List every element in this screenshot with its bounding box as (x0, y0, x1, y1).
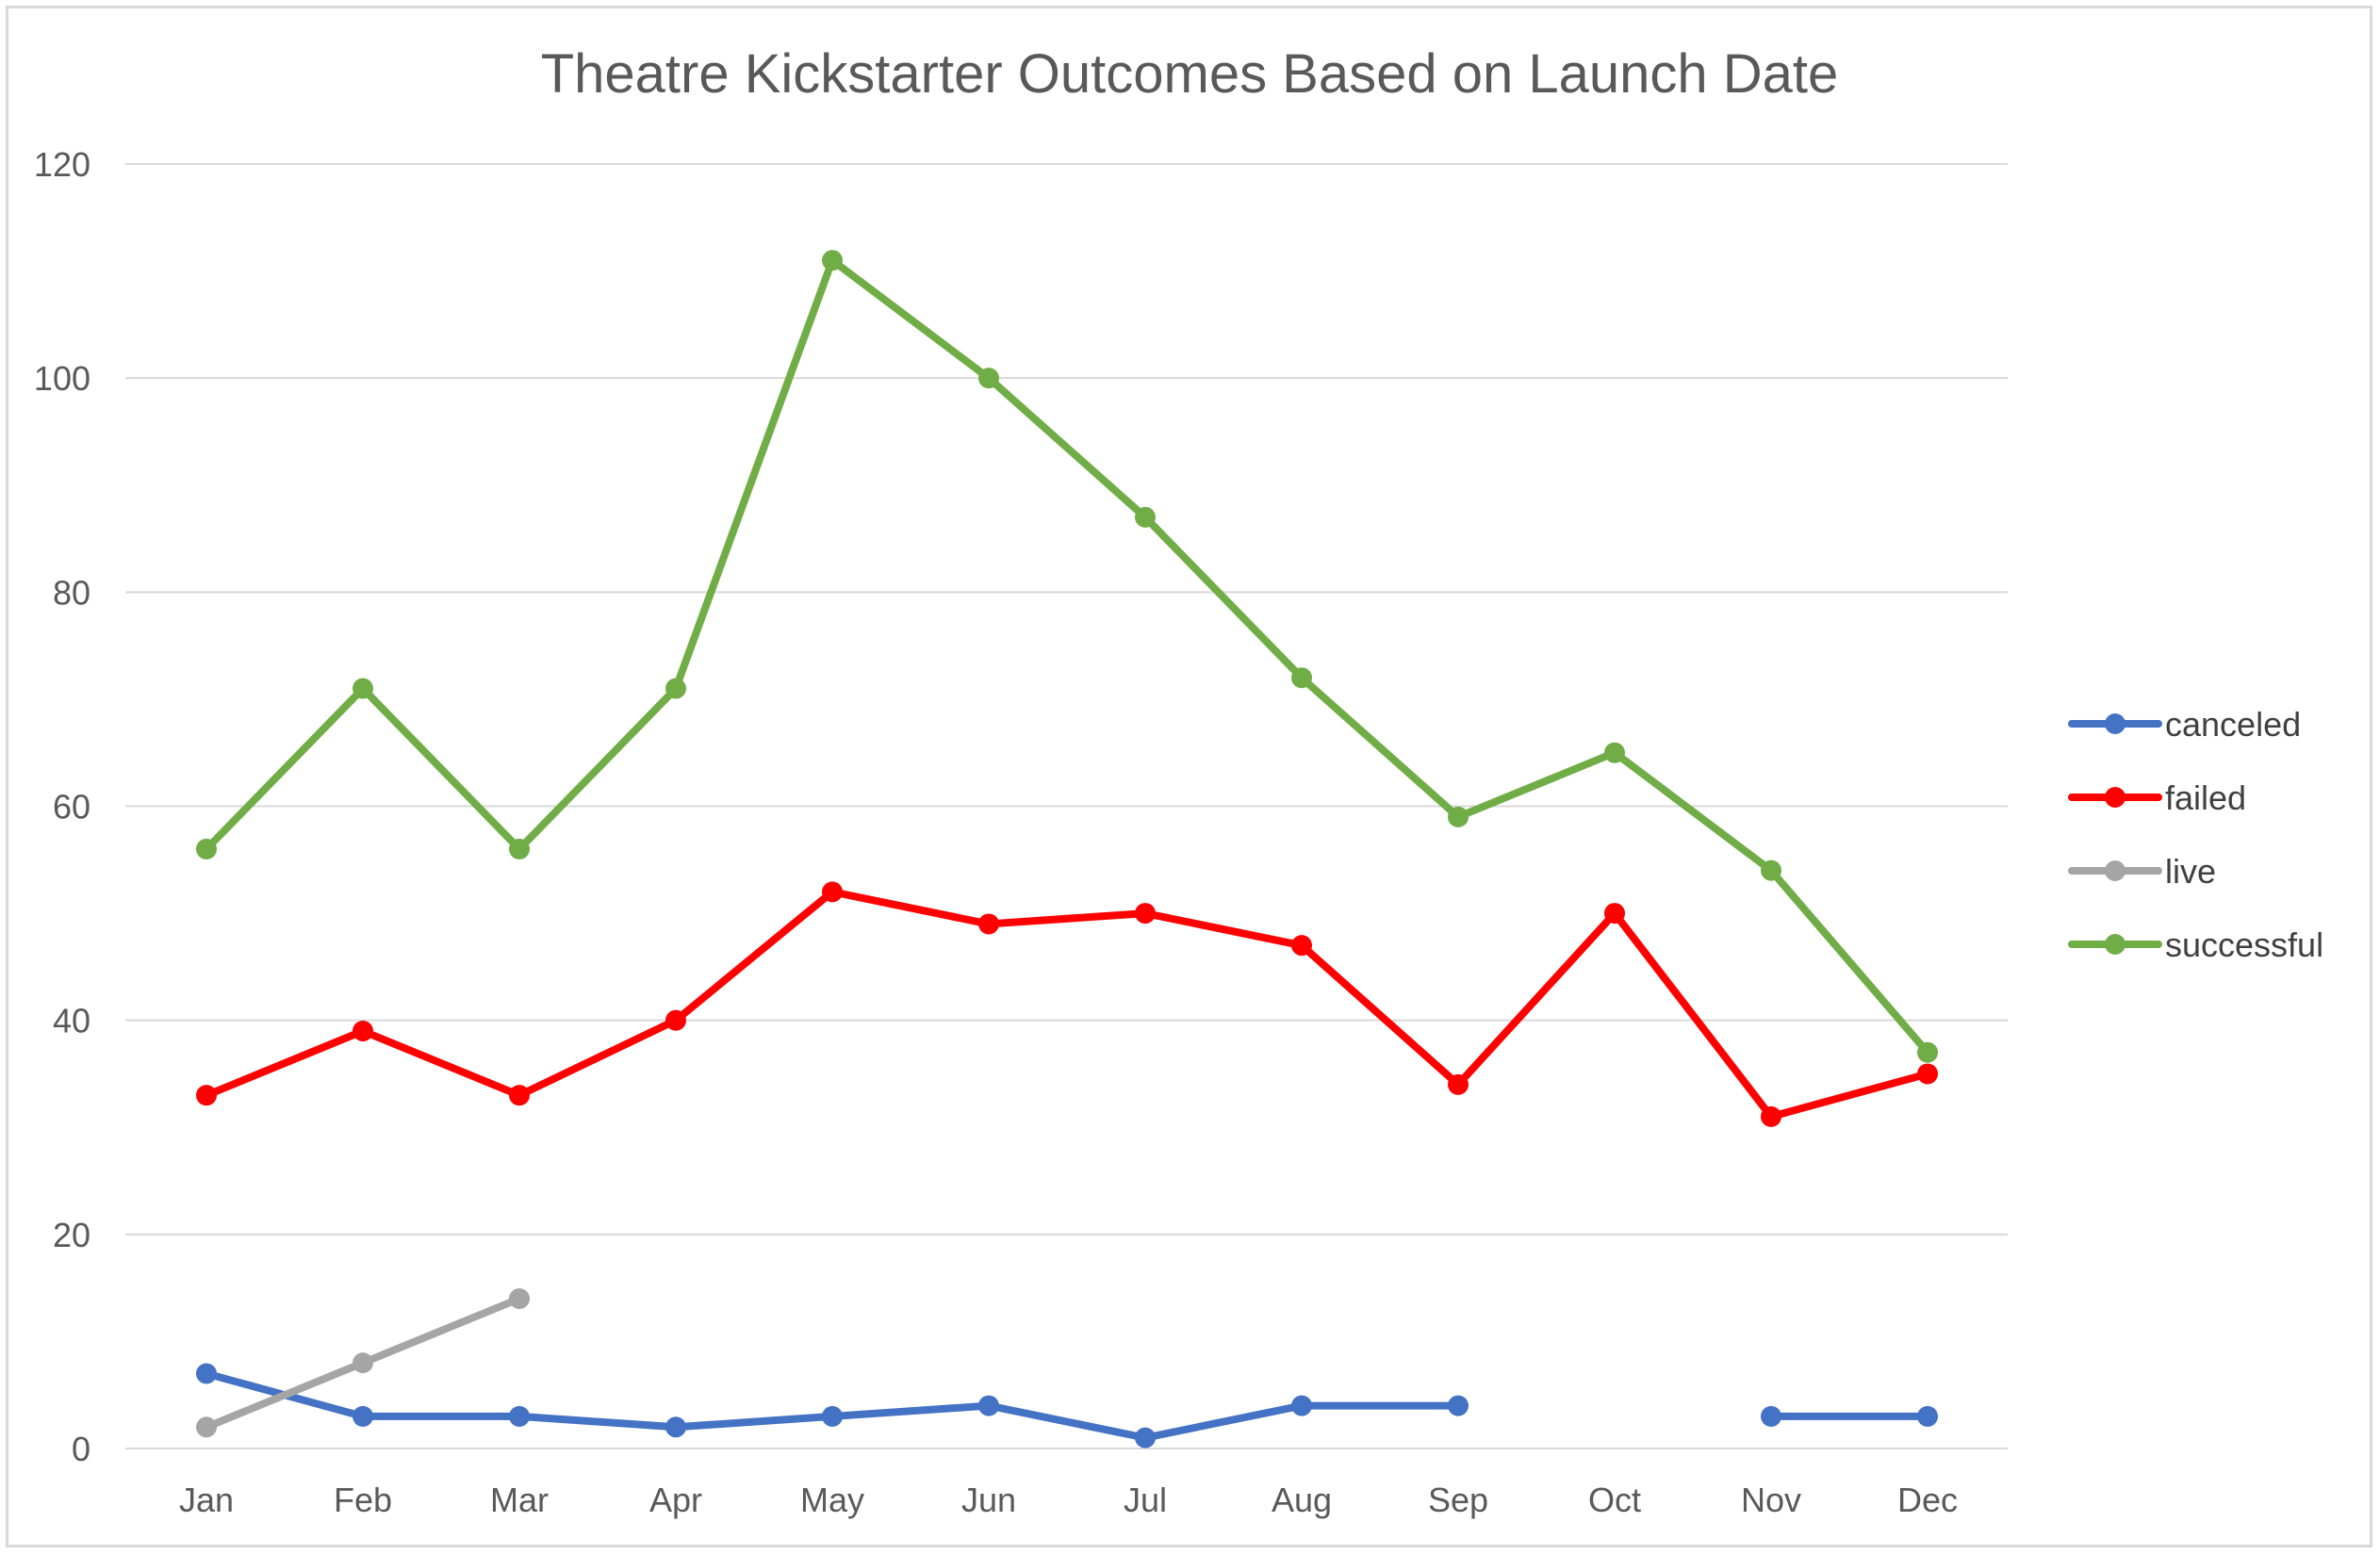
series-live (196, 1287, 530, 1438)
point-successful-jun (978, 368, 999, 389)
legend-item-canceled: canceled (2068, 705, 2301, 744)
gridlines (125, 163, 2008, 1449)
legend-item-successful: successful (2068, 925, 2323, 964)
x-tick-label-sep: Sep (1428, 1481, 1488, 1519)
point-canceled-jan (196, 1363, 217, 1384)
point-canceled-jun (978, 1395, 999, 1416)
series-line-successful (203, 256, 1931, 1056)
series-layer (196, 250, 1938, 1449)
point-failed-feb (353, 1021, 373, 1042)
x-tick-label-jul: Jul (1124, 1481, 1167, 1519)
point-successful-jan (196, 838, 217, 859)
point-live-feb (353, 1352, 373, 1374)
legend-swatch-marker (2105, 934, 2126, 955)
point-canceled-may (822, 1405, 843, 1427)
x-axis-ticks: Jan Feb Mar Apr May Jun Jul Aug Sep Oct Nov Dec (179, 1481, 1958, 1519)
point-failed-jul (1135, 903, 1156, 925)
point-live-mar (509, 1287, 530, 1309)
point-canceled-nov (1761, 1405, 1781, 1427)
point-failed-apr (665, 1009, 686, 1031)
point-successful-dec (1917, 1041, 1938, 1063)
series-failed (196, 881, 1938, 1127)
chart-title: Theatre Kickstarter Outcomes Based on La… (541, 43, 1839, 105)
point-canceled-sep (1448, 1395, 1469, 1416)
legend-swatch-marker (2105, 787, 2126, 808)
y-tick-label: 100 (34, 359, 90, 398)
x-tick-label-aug: Aug (1272, 1481, 1332, 1519)
y-tick-label: 120 (34, 145, 90, 184)
point-failed-may (822, 881, 843, 903)
point-canceled-apr (665, 1416, 686, 1438)
series-line-canceled (203, 1369, 1462, 1442)
y-tick-label: 0 (72, 1430, 90, 1468)
x-tick-label-may: May (800, 1481, 864, 1519)
y-axis-ticks: 0 20 40 60 80 100 120 (34, 145, 90, 1468)
point-canceled-aug (1291, 1395, 1312, 1416)
point-successful-apr (665, 678, 686, 699)
legend-label-canceled: canceled (2165, 705, 2301, 744)
y-tick-label: 20 (53, 1216, 90, 1254)
point-successful-oct (1604, 742, 1625, 763)
legend: canceled failed live successful (2068, 705, 2323, 964)
series-successful (196, 250, 1938, 1063)
point-failed-aug (1291, 935, 1312, 957)
x-tick-label-jun: Jun (961, 1481, 1016, 1519)
point-failed-jan (196, 1085, 217, 1106)
x-tick-label-feb: Feb (334, 1481, 392, 1519)
legend-label-failed: failed (2165, 778, 2246, 817)
x-tick-label-jan: Jan (179, 1481, 234, 1519)
point-failed-oct (1604, 903, 1625, 925)
legend-swatch-marker (2105, 713, 2126, 734)
series-line-failed (203, 888, 1931, 1121)
legend-swatch-marker (2105, 860, 2126, 881)
chart-frame (6, 6, 2372, 1547)
y-tick-label: 40 (53, 1002, 90, 1040)
point-failed-dec (1917, 1063, 1938, 1085)
point-successful-may (822, 250, 843, 271)
point-failed-sep (1448, 1073, 1469, 1095)
x-tick-label-apr: Apr (649, 1481, 702, 1519)
x-tick-label-oct: Oct (1588, 1481, 1641, 1519)
x-tick-label-dec: Dec (1897, 1481, 1958, 1519)
point-successful-jul (1135, 506, 1156, 528)
point-successful-aug (1291, 667, 1312, 689)
point-failed-jun (978, 913, 999, 935)
point-canceled-dec (1917, 1405, 1938, 1427)
y-tick-label: 80 (53, 573, 90, 612)
point-canceled-jul (1135, 1427, 1156, 1449)
point-canceled-feb (353, 1405, 373, 1427)
point-successful-sep (1448, 806, 1469, 827)
y-tick-label: 60 (53, 788, 90, 827)
legend-label-live: live (2165, 852, 2216, 891)
point-failed-mar (509, 1085, 530, 1106)
legend-label-successful: successful (2165, 925, 2323, 964)
point-successful-feb (353, 678, 373, 699)
series-canceled (196, 1363, 1938, 1449)
x-tick-label-mar: Mar (490, 1481, 549, 1519)
point-canceled-mar (509, 1405, 530, 1427)
point-live-jan (196, 1416, 217, 1438)
point-successful-nov (1761, 859, 1781, 881)
point-successful-mar (509, 838, 530, 859)
x-tick-label-nov: Nov (1741, 1481, 1801, 1519)
point-failed-nov (1761, 1105, 1781, 1127)
legend-item-live: live (2068, 852, 2216, 891)
legend-item-failed: failed (2068, 778, 2246, 817)
